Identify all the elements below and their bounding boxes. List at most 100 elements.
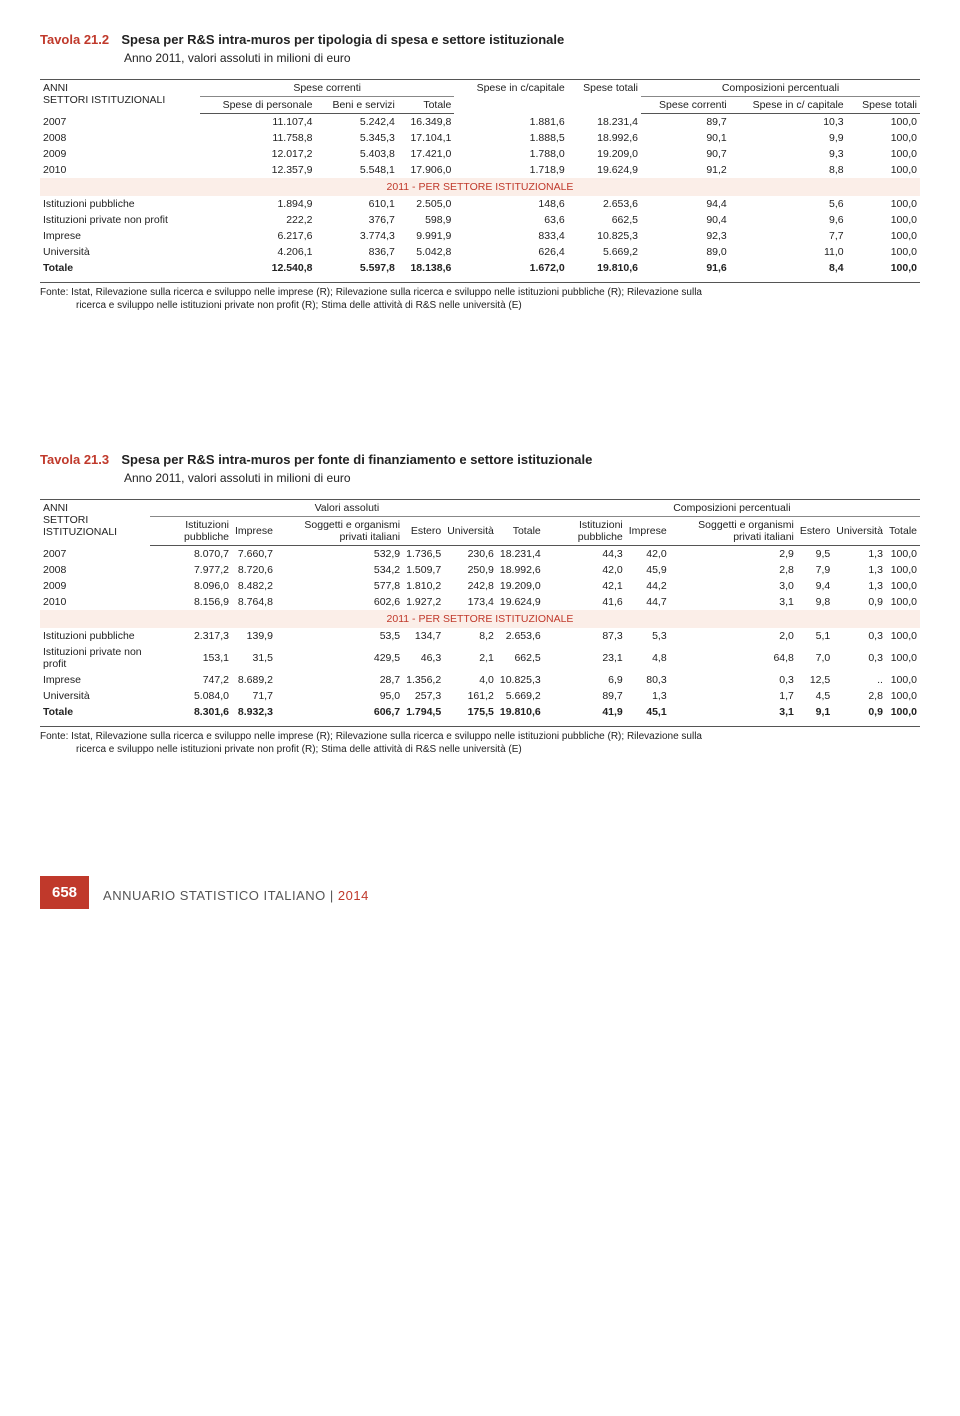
section-band: 2011 - PER SETTORE ISTITUZIONALE bbox=[40, 178, 920, 196]
row-label: Imprese bbox=[40, 672, 150, 688]
table1-subtitle: Anno 2011, valori assoluti in milioni di… bbox=[124, 51, 920, 65]
fonte-1: Fonte: Istat, Rilevazione sulla ricerca … bbox=[40, 282, 920, 312]
row-label: 2009 bbox=[40, 578, 150, 594]
cell: 100,0 bbox=[886, 628, 920, 644]
th2-imprese-p: Imprese bbox=[626, 517, 670, 546]
cell: 9.991,9 bbox=[398, 228, 454, 244]
th-beni-servizi: Beni e servizi bbox=[315, 97, 397, 114]
cell: 28,7 bbox=[276, 672, 403, 688]
cell: 100,0 bbox=[886, 704, 920, 720]
th2-anni: ANNI bbox=[43, 502, 68, 514]
th-spese-totali: Spese totali bbox=[568, 80, 641, 114]
cell: 6,9 bbox=[544, 672, 626, 688]
cell: 8.156,9 bbox=[150, 594, 232, 610]
page-number: 658 bbox=[40, 876, 89, 909]
table-row: Totale12.540,85.597,818.138,61.672,019.8… bbox=[40, 260, 920, 276]
cell: 242,8 bbox=[444, 578, 497, 594]
cell: 610,1 bbox=[315, 196, 397, 212]
cell: 662,5 bbox=[497, 644, 544, 672]
cell: 17.104,1 bbox=[398, 130, 454, 146]
cell: 9,8 bbox=[797, 594, 833, 610]
th2-estero: Estero bbox=[403, 517, 444, 546]
cell: 1.810,2 bbox=[403, 578, 444, 594]
table-row: 200711.107,45.242,416.349,81.881,618.231… bbox=[40, 114, 920, 131]
table1-title-row: Tavola 21.2 Spesa per R&S intra-muros pe… bbox=[40, 32, 920, 47]
cell: 250,9 bbox=[444, 562, 497, 578]
row-label: 2008 bbox=[40, 130, 200, 146]
cell: 1,3 bbox=[626, 688, 670, 704]
cell: 10,3 bbox=[730, 114, 847, 131]
cell: 5.042,8 bbox=[398, 244, 454, 260]
cell: 5.669,2 bbox=[497, 688, 544, 704]
cell: 3,1 bbox=[670, 594, 797, 610]
table-row: 200811.758,85.345,317.104,11.888,518.992… bbox=[40, 130, 920, 146]
cell: 2,0 bbox=[670, 628, 797, 644]
cell: 7,9 bbox=[797, 562, 833, 578]
cell: 10.825,3 bbox=[497, 672, 544, 688]
cell: 12.017,2 bbox=[200, 146, 315, 162]
cell: 17.421,0 bbox=[398, 146, 454, 162]
table2-subtitle: Anno 2011, valori assoluti in milioni di… bbox=[124, 471, 920, 485]
row-label: 2009 bbox=[40, 146, 200, 162]
cell: 100,0 bbox=[847, 146, 920, 162]
th2-univ-p: Università bbox=[833, 517, 886, 546]
row-label: Istituzioni private non profit bbox=[40, 644, 150, 672]
cell: 1.788,0 bbox=[454, 146, 567, 162]
cell: 44,2 bbox=[626, 578, 670, 594]
row-label: 2008 bbox=[40, 562, 150, 578]
cell: 8.070,7 bbox=[150, 546, 232, 563]
cell: 19.624,9 bbox=[568, 162, 641, 178]
cell: 662,5 bbox=[568, 212, 641, 228]
cell: 8.764,8 bbox=[232, 594, 276, 610]
cell: 23,1 bbox=[544, 644, 626, 672]
table2: ANNI SETTORI ISTITUZIONALI Valori assolu… bbox=[40, 499, 920, 720]
table-row: 20098.096,08.482,2577,81.810,2242,819.20… bbox=[40, 578, 920, 594]
cell: 100,0 bbox=[886, 672, 920, 688]
row-label: Istituzioni pubbliche bbox=[40, 628, 150, 644]
th-spese-personale: Spese di personale bbox=[200, 97, 315, 114]
cell: 100,0 bbox=[886, 688, 920, 704]
th-spese-capitale-pct: Spese in c/ capitale bbox=[730, 97, 847, 114]
cell: 3,0 bbox=[670, 578, 797, 594]
cell: 747,2 bbox=[150, 672, 232, 688]
th2-soggetti-p: Soggetti e organismi privati italiani bbox=[670, 517, 797, 546]
th-spese-ccapitale: Spese in c/capitale bbox=[454, 80, 567, 114]
cell: 1.736,5 bbox=[403, 546, 444, 563]
cell: 64,8 bbox=[670, 644, 797, 672]
cell: 31,5 bbox=[232, 644, 276, 672]
table-row: Istituzioni private non profit222,2376,7… bbox=[40, 212, 920, 228]
cell: 11,0 bbox=[730, 244, 847, 260]
cell: 18.138,6 bbox=[398, 260, 454, 276]
cell: 8,4 bbox=[730, 260, 847, 276]
cell: 100,0 bbox=[847, 162, 920, 178]
cell: 92,3 bbox=[641, 228, 730, 244]
tavola-desc-2: Spesa per R&S intra-muros per fonte di f… bbox=[121, 452, 592, 467]
cell: 534,2 bbox=[276, 562, 403, 578]
cell: 257,3 bbox=[403, 688, 444, 704]
cell: 598,9 bbox=[398, 212, 454, 228]
cell: 4,8 bbox=[626, 644, 670, 672]
th-settori: SETTORI ISTITUZIONALI bbox=[43, 94, 165, 106]
cell: 8.096,0 bbox=[150, 578, 232, 594]
cell: 42,0 bbox=[626, 546, 670, 563]
fonte-label: Fonte: bbox=[40, 287, 68, 298]
cell: 153,1 bbox=[150, 644, 232, 672]
cell: 9,9 bbox=[730, 130, 847, 146]
cell: 12,5 bbox=[797, 672, 833, 688]
cell: 2,1 bbox=[444, 644, 497, 672]
th-composizioni: Composizioni percentuali bbox=[641, 80, 920, 97]
cell: 100,0 bbox=[847, 212, 920, 228]
cell: 1,7 bbox=[670, 688, 797, 704]
cell: 19.810,6 bbox=[568, 260, 641, 276]
cell: 90,7 bbox=[641, 146, 730, 162]
th2-estero-p: Estero bbox=[797, 517, 833, 546]
cell: 63,6 bbox=[454, 212, 567, 228]
cell: 148,6 bbox=[454, 196, 567, 212]
cell: 44,7 bbox=[626, 594, 670, 610]
fonte-2: Fonte: Istat, Rilevazione sulla ricerca … bbox=[40, 726, 920, 756]
cell: 175,5 bbox=[444, 704, 497, 720]
table-row: Totale8.301,68.932,3606,71.794,5175,519.… bbox=[40, 704, 920, 720]
cell: 3,1 bbox=[670, 704, 797, 720]
section-band-2: 2011 - PER SETTORE ISTITUZIONALE bbox=[40, 610, 920, 628]
table-row: Istituzioni pubbliche2.317,3139,953,5134… bbox=[40, 628, 920, 644]
